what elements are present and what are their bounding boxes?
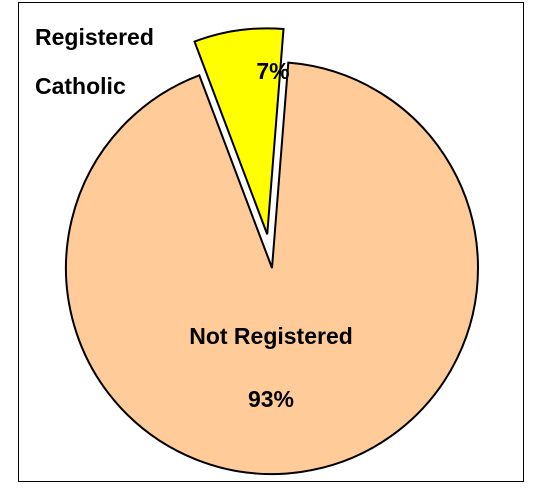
slice-label-not-registered: Not Registered [189,323,353,349]
pie-slice-not-registered [65,61,479,475]
pie-chart: Registered Catholic 7% Not Registered 93… [35,24,479,475]
slice-value-not-registered: 93% [248,386,294,412]
slice-label-registered-catholic: Registered Catholic [35,24,160,99]
pie-slice-registered-catholic [193,27,285,235]
slice-value-registered-catholic: 7% [256,58,289,84]
chart-area: Registered Catholic 7% Not Registered 93… [18,2,524,482]
